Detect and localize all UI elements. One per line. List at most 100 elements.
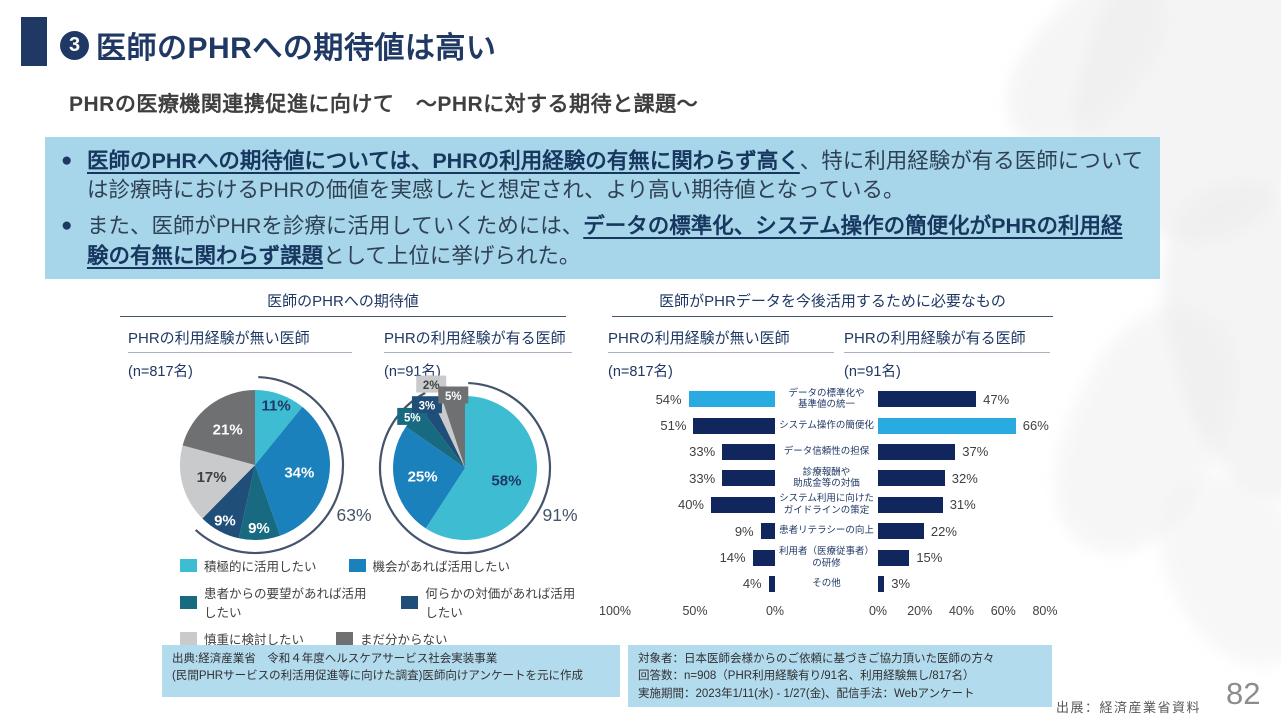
title-accent-bar	[21, 17, 47, 66]
bar-row: 40% システム利用に向けた ガイドラインの策定 31%	[600, 492, 1065, 518]
legend-label: 積極的に活用したい	[204, 560, 317, 574]
bar	[878, 549, 910, 566]
bar-category-label: システム利用に向けた ガイドラインの策定	[779, 493, 874, 516]
axis-tick-label: 100%	[599, 604, 631, 619]
bar-left-cell: 9%	[600, 523, 775, 540]
bar-value-label: 66%	[1022, 418, 1049, 434]
bar	[711, 496, 775, 513]
bar	[878, 470, 945, 487]
pie-slice	[180, 445, 255, 519]
right-axis: 0% 20% 40% 60% 80%	[869, 604, 1065, 620]
bar-right-cell: 47%	[878, 391, 1065, 408]
pie2-column-header: PHRの利用経験が有る医師 (n=91名)	[384, 327, 572, 381]
bar	[722, 443, 775, 460]
body-text: として上位に挙げられた。	[323, 243, 581, 268]
bar-value-label: 54%	[655, 391, 682, 407]
pie-bracket-arc	[194, 375, 345, 555]
legend-row: 患者からの要望があれば活用したい 何らかの対価があれば活用したい	[180, 583, 580, 621]
bar	[688, 391, 775, 408]
axis-spacer	[775, 604, 878, 620]
bar	[878, 496, 943, 513]
axis-tick-label: 20%	[907, 604, 933, 619]
bar	[760, 523, 775, 540]
bar-row: 9% 患者リテラシーの向上 22%	[600, 518, 1065, 544]
pie1-n-label: (n=817名)	[128, 364, 193, 380]
bar-value-label: 37%	[962, 444, 989, 460]
legend-label: 機会があれば活用したい	[372, 560, 511, 574]
bar	[878, 443, 956, 460]
pie-slice	[425, 396, 537, 540]
pie-slice-label: 17%	[197, 469, 227, 486]
pie-legend: 積極的に活用したい 機会があれば活用したい患者からの要望があれば活用したい 何らかの…	[180, 556, 580, 648]
bar-group-title: 医師がPHRデータを今後活用するために必要なもの	[612, 290, 1053, 317]
bars-left-column-header: PHRの利用経験が無い医師 (n=817名)	[608, 327, 834, 381]
bar-row: 33% 診療報酬や 助成金等の対価 32%	[600, 465, 1065, 491]
legend-label: まだ分からない	[360, 633, 448, 647]
bars-right-n-label: (n=91名)	[844, 364, 901, 380]
bar	[878, 417, 1016, 434]
summary-box: ● 医師のPHRへの期待値については、PHRの利用経験の有無に関わらず高く、特に利…	[45, 137, 1160, 279]
bullet-marker: ●	[61, 215, 73, 237]
footer-source: 出展：経済産業省資料	[1056, 700, 1202, 715]
pie-slice	[433, 399, 465, 468]
page-title: 医師のPHRへの期待値は高い	[96, 32, 497, 65]
bar-left-cell: 54%	[600, 391, 775, 408]
bar-right-cell: 66%	[878, 417, 1065, 434]
bars-right-column-header: PHRの利用経験が有る医師 (n=91名)	[844, 327, 1050, 381]
axis-tick-label: 60%	[990, 604, 1016, 619]
bullet-marker: ●	[61, 150, 73, 171]
summary-bullet: ● また、医師がPHRを診療に活用していくためには、データの標準化、システム操作の…	[61, 212, 1144, 270]
bar-left-cell: 4%	[600, 575, 775, 592]
note-line: 出典:経済産業省 令和４年度ヘルスケアサービス社会実装事業	[172, 653, 498, 665]
axis-tick-label: 80%	[1032, 604, 1058, 619]
bar-left-cell: 51%	[600, 417, 775, 434]
pie-group-title: 医師のPHRへの期待値	[120, 290, 566, 317]
legend-label: 患者からの要望があれば活用したい	[204, 587, 367, 620]
pie-chart-with-experience: 58%25%5%3%2%5%	[378, 375, 552, 555]
bar-right-cell: 3%	[878, 575, 1065, 592]
body-text: 、特に利用経験が有る医師については診療時におけるPHRの価値を実感したと想定され…	[87, 149, 1144, 203]
legend-item: まだ分からない	[336, 629, 448, 648]
bar-right-cell: 22%	[878, 523, 1065, 540]
pie-slice	[255, 406, 330, 536]
emphasized-text: データの標準化、システム操作の簡便化がPHRの利用経験の有無に関わらず課題	[87, 214, 1123, 268]
axis-tick-label: 40%	[948, 604, 975, 619]
bar-row: 33% データ信頼性の担保 37%	[600, 439, 1065, 465]
summary-bullet: ● 医師のPHRへの期待値については、PHRの利用経験の有無に関わらず高く、特に利…	[61, 147, 1144, 205]
pie-slice	[442, 396, 465, 468]
bar-left-cell: 33%	[600, 470, 775, 487]
bar	[768, 575, 775, 592]
title-row: 3 医師のPHRへの期待値は高い	[60, 23, 496, 67]
pie-slice-label: 3%	[419, 401, 436, 413]
bar-category-label: システム操作の簡便化	[779, 419, 874, 431]
bars-left-subtitle: PHRの利用経験が無い医師	[608, 327, 834, 353]
bar-category-label: 患者リテラシーの向上	[779, 525, 874, 537]
axis-tick-label: 50%	[682, 604, 708, 619]
bar-category-label: その他	[812, 578, 841, 590]
pie-slice-label: 25%	[408, 468, 438, 485]
pie-slice	[421, 403, 465, 468]
bar-value-label: 14%	[719, 550, 746, 566]
pie-slice-label: 9%	[214, 512, 236, 529]
bar-chart-group: 医師がPHRデータを今後活用するために必要なもの PHRの利用経験が無い医師 (…	[599, 290, 1065, 642]
bar-left-cell: 33%	[600, 443, 775, 460]
bar-category-label: 診療報酬や 助成金等の対価	[793, 466, 860, 490]
legend-item: 機会があれば活用したい	[348, 556, 511, 575]
legend-row: 慎重に検討したい まだ分からない	[180, 629, 580, 648]
bar-value-label: 9%	[734, 523, 754, 539]
note-line: 対象者：日本医師会様からのご依頼に基づきご協力頂いた医師の方々	[638, 653, 995, 665]
bar	[878, 391, 977, 408]
pie-chart-group: 医師のPHRへの期待値 PHRの利用経験が無い医師 (n=817名) PHRの利…	[80, 290, 580, 647]
emphasized-text: 医師のPHRへの期待値については、PHRの利用経験の有無に関わらず高く	[87, 149, 800, 173]
legend-swatch	[180, 559, 197, 572]
bar-value-label: 47%	[983, 391, 1010, 407]
pie-callout-chip	[411, 396, 442, 414]
pie-slice-label: 2%	[423, 380, 440, 392]
bar-value-label: 51%	[660, 418, 687, 434]
pie-callout-chip	[438, 386, 469, 404]
bar-value-label: 33%	[689, 470, 716, 486]
legend-row: 積極的に活用したい 機会があれば活用したい	[180, 556, 580, 575]
legend-swatch	[348, 559, 366, 572]
pie-slice	[255, 390, 303, 465]
bar-row: 4% その他 3%	[600, 571, 1065, 597]
